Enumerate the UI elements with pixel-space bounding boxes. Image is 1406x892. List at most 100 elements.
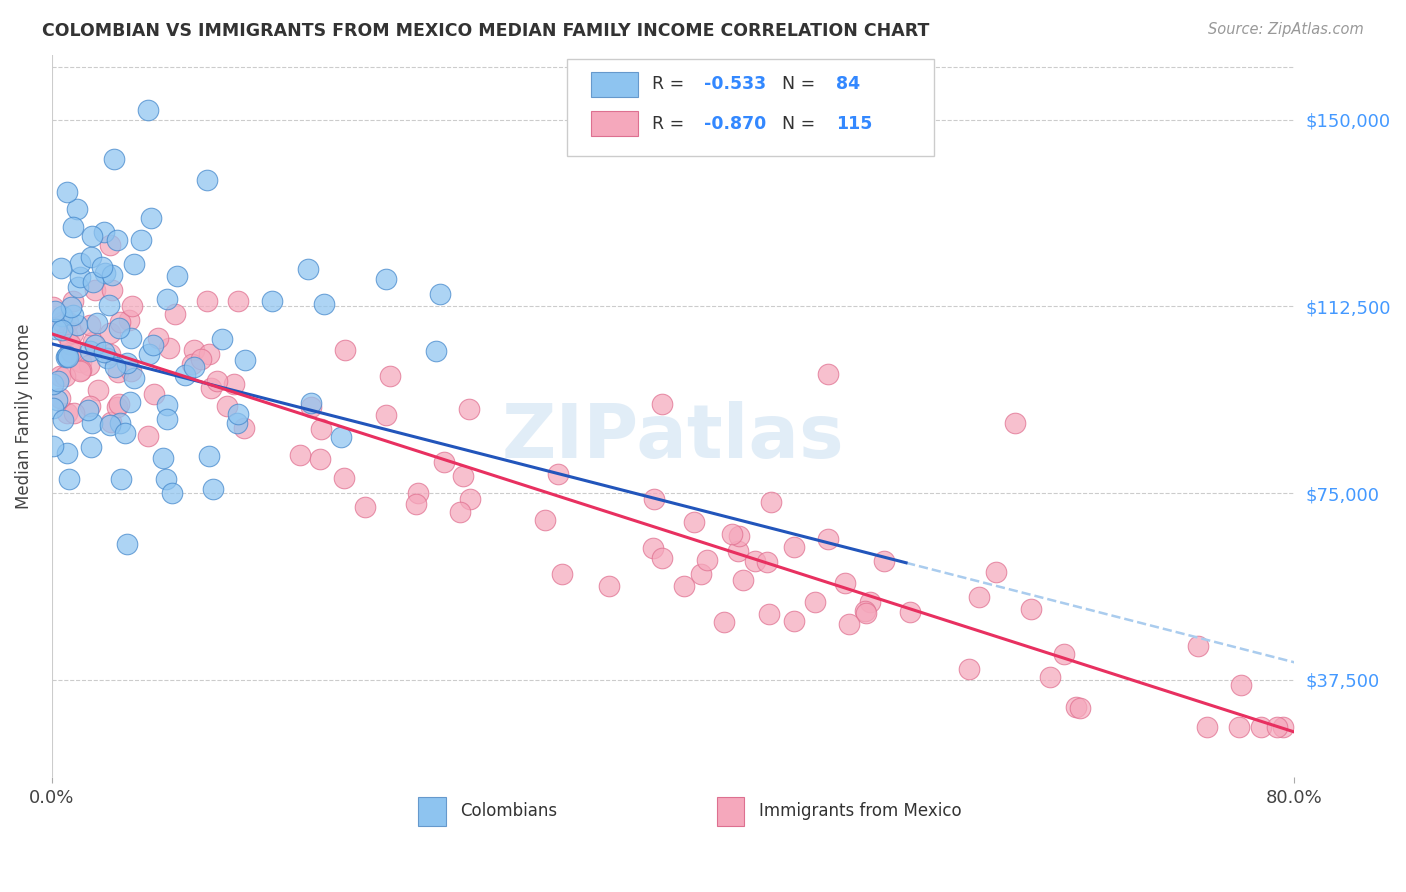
Point	[759, 494, 782, 508]
Point	[65, 202, 87, 216]
Point	[42, 300, 65, 314]
Point	[45, 321, 67, 335]
Point	[1195, 720, 1218, 734]
Point	[727, 528, 749, 542]
Point	[45, 392, 67, 407]
Point	[44, 304, 66, 318]
Point	[98, 298, 121, 312]
Point	[190, 352, 212, 367]
Point	[406, 486, 429, 500]
Point	[173, 368, 195, 382]
Point	[233, 421, 256, 435]
Point	[859, 594, 882, 608]
Point	[80, 229, 103, 244]
Point	[898, 605, 921, 619]
Point	[733, 574, 755, 588]
Point	[56, 185, 79, 199]
Point	[156, 411, 179, 425]
Point	[82, 416, 104, 430]
Point	[48, 391, 70, 405]
Point	[534, 512, 557, 526]
Point	[69, 256, 91, 270]
Point	[63, 407, 86, 421]
Point	[108, 397, 131, 411]
Point	[136, 103, 159, 117]
Point	[82, 275, 104, 289]
Point	[803, 595, 825, 609]
Point	[93, 344, 115, 359]
Text: R =: R =	[652, 115, 690, 133]
Point	[118, 313, 141, 327]
FancyBboxPatch shape	[591, 112, 638, 136]
Point	[309, 452, 332, 467]
Point	[69, 270, 91, 285]
Point	[967, 590, 990, 604]
Point	[122, 370, 145, 384]
Point	[311, 422, 333, 436]
Point	[957, 662, 980, 676]
Point	[838, 616, 860, 631]
Point	[329, 429, 352, 443]
Point	[79, 441, 101, 455]
Point	[228, 294, 250, 309]
Point	[53, 369, 76, 384]
Point	[155, 472, 177, 486]
Text: 115: 115	[835, 115, 872, 133]
Point	[58, 315, 80, 329]
Point	[156, 399, 179, 413]
Point	[651, 397, 673, 411]
Point	[198, 347, 221, 361]
Point	[198, 449, 221, 463]
Point	[425, 343, 447, 358]
Point	[335, 343, 357, 357]
Point	[200, 381, 222, 395]
Point	[146, 331, 169, 345]
Point	[98, 347, 121, 361]
Point	[1004, 417, 1026, 431]
Point	[195, 293, 218, 308]
Point	[108, 416, 131, 430]
Point	[1039, 669, 1062, 683]
Point	[62, 219, 84, 234]
Point	[183, 343, 205, 358]
Point	[51, 315, 73, 329]
Point	[375, 409, 398, 423]
Point	[96, 351, 118, 365]
Point	[333, 471, 356, 485]
Point	[69, 364, 91, 378]
Point	[405, 497, 427, 511]
Point	[80, 250, 103, 264]
Point	[873, 554, 896, 568]
Point	[139, 211, 162, 225]
Point	[1227, 720, 1250, 734]
Point	[58, 472, 80, 486]
Point	[744, 554, 766, 568]
Point	[108, 315, 131, 329]
Point	[598, 579, 620, 593]
Point	[114, 426, 136, 441]
Point	[380, 368, 402, 383]
Point	[79, 318, 101, 332]
Point	[458, 492, 481, 507]
Point	[93, 225, 115, 239]
Point	[129, 233, 152, 247]
Point	[121, 299, 143, 313]
Point	[262, 293, 284, 308]
Point	[235, 352, 257, 367]
Point	[101, 268, 124, 283]
Point	[1230, 678, 1253, 692]
Text: Immigrants from Mexico: Immigrants from Mexico	[759, 803, 962, 821]
Point	[51, 260, 73, 275]
Point	[56, 445, 79, 459]
Point	[211, 332, 233, 346]
Point	[1069, 700, 1091, 714]
Point	[986, 565, 1008, 579]
Point	[59, 337, 82, 351]
Point	[354, 500, 377, 514]
Y-axis label: Median Family Income: Median Family Income	[15, 323, 32, 508]
Point	[547, 467, 569, 481]
Point	[641, 541, 664, 555]
Point	[79, 399, 101, 413]
Point	[56, 349, 79, 363]
Point	[1064, 700, 1087, 714]
